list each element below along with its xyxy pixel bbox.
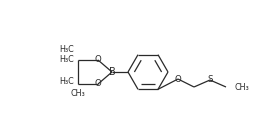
Text: B: B	[108, 67, 115, 77]
Text: O: O	[94, 79, 101, 88]
Text: H₃C: H₃C	[59, 55, 74, 64]
Text: S: S	[207, 75, 212, 85]
Text: O: O	[174, 75, 181, 83]
Text: H₃C: H₃C	[59, 46, 74, 55]
Text: CH₃: CH₃	[234, 83, 249, 92]
Text: CH₃: CH₃	[70, 90, 85, 98]
Text: O: O	[94, 55, 101, 64]
Text: H₃C: H₃C	[59, 77, 74, 87]
